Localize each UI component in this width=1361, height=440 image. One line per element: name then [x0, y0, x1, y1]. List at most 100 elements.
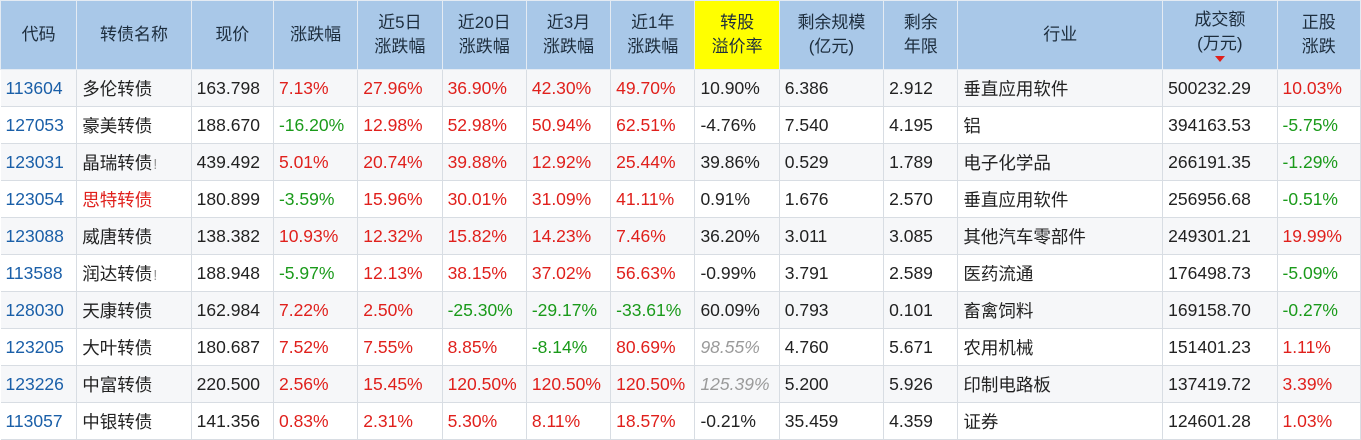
column-header-5[interactable]: 近20日 涨跌幅: [441, 0, 527, 70]
change-5d-cell-text: 12.98%: [363, 114, 423, 135]
premium-cell-text: -0.99%: [700, 262, 756, 283]
bond-code-link[interactable]: 113057: [0, 402, 78, 440]
change-5d-cell-text: 27.96%: [363, 77, 423, 98]
change-1y-cell: 56.63%: [610, 254, 696, 292]
table-row[interactable]: 128030 天康转债 162.984 7.22% 2.50% -25.30% -29.17…: [0, 291, 1361, 329]
stock-change-cell: -1.29%: [1277, 143, 1361, 181]
table-row[interactable]: 123031 晶瑞转债! 439.492 5.01% 20.74% 39.88% 12.92…: [0, 143, 1361, 181]
bond-name[interactable]: 润达转债!: [76, 254, 192, 292]
column-header-9[interactable]: 剩余规模 (亿元): [778, 0, 885, 70]
table-row[interactable]: 113604 多伦转债 163.798 7.13% 27.96% 36.90% 42.30%…: [0, 69, 1361, 107]
bond-code-link[interactable]: 123205: [0, 328, 78, 366]
bond-name-text[interactable]: 威唐转债: [82, 226, 153, 247]
bond-code-link-text[interactable]: 123226: [5, 373, 64, 394]
column-header-10[interactable]: 剩余 年限: [883, 0, 959, 70]
bond-name[interactable]: 晶瑞转债!: [76, 143, 192, 181]
price-cell: 163.798: [191, 69, 274, 107]
table-row[interactable]: 127053 豪美转债 188.670 -16.20% 12.98% 52.98% 50.9…: [0, 106, 1361, 144]
price-cell: 141.356: [191, 402, 274, 440]
bond-name-text[interactable]: 润达转债: [82, 263, 153, 284]
bond-name[interactable]: 大叶转债: [76, 328, 192, 366]
bond-code-link[interactable]: 123054: [0, 180, 78, 218]
bond-code-link-text[interactable]: 127053: [5, 114, 64, 135]
bond-code-link-text[interactable]: 113604: [5, 77, 63, 98]
table-row[interactable]: 123088 威唐转债 138.382 10.93% 12.32% 15.82% 14.23…: [0, 217, 1361, 255]
column-header-13[interactable]: 正股 涨跌: [1276, 0, 1361, 70]
bond-code-link-text[interactable]: 113057: [5, 410, 63, 431]
bond-name-text[interactable]: 大叶转债: [82, 337, 153, 358]
bond-code-link-text[interactable]: 123031: [5, 151, 64, 172]
column-header-0[interactable]: 代码: [0, 0, 78, 70]
stock-change-cell-text: 3.39%: [1282, 373, 1333, 394]
change-cell: 7.22%: [273, 291, 359, 329]
change-1y-cell: 80.69%: [610, 328, 696, 366]
bond-name[interactable]: 天康转债: [76, 291, 192, 329]
column-header-1[interactable]: 转债名称: [76, 0, 192, 70]
column-header-label: 溢价率: [711, 37, 763, 56]
table-row[interactable]: 123205 大叶转债 180.687 7.52% 7.55% 8.85% -8.14% 80…: [0, 328, 1361, 366]
industry-cell: 其他汽车零部件: [957, 217, 1164, 255]
bond-code-link[interactable]: 128030: [0, 291, 78, 329]
bond-code-link-text[interactable]: 123054: [5, 188, 64, 209]
remaining-scale-cell: 0.529: [779, 143, 885, 181]
column-header-7[interactable]: 近1年 涨跌幅: [610, 0, 696, 70]
change-3m-cell: 42.30%: [526, 69, 612, 107]
bond-code-link-text[interactable]: 123205: [5, 336, 64, 357]
column-header-11[interactable]: 行业: [957, 0, 1164, 70]
bond-code-link[interactable]: 113604: [0, 69, 78, 107]
premium-cell-text: 98.55%: [700, 336, 760, 357]
turnover-cell-text: 176498.73: [1168, 262, 1251, 283]
column-header-6[interactable]: 近3月 涨跌幅: [525, 0, 612, 70]
change-cell-text: 0.83%: [278, 410, 329, 431]
bond-name-text[interactable]: 多伦转债: [82, 78, 153, 99]
change-cell-text: 7.52%: [278, 336, 329, 357]
table-row[interactable]: 123226 中富转债 220.500 2.56% 15.45% 120.50% 120.5…: [0, 365, 1361, 403]
bond-name-text[interactable]: 思特转债: [82, 189, 153, 210]
column-header-label: 正股: [1301, 13, 1336, 32]
change-5d-cell: 7.55%: [357, 328, 443, 366]
bond-name-text[interactable]: 豪美转债: [82, 115, 153, 136]
bond-name-text[interactable]: 中银转债: [82, 411, 153, 432]
sort-desc-icon[interactable]: [1214, 56, 1225, 62]
bond-code-link[interactable]: 127053: [0, 106, 78, 144]
change-cell-text: 5.01%: [278, 151, 329, 172]
column-header-12[interactable]: 成交额 (万元): [1162, 0, 1278, 70]
bond-code-link-text[interactable]: 128030: [5, 299, 64, 320]
table-row[interactable]: 113057 中银转债 141.356 0.83% 2.31% 5.30% 8.11% 18.…: [0, 402, 1361, 440]
premium-cell-text: 39.86%: [700, 151, 760, 172]
bond-name[interactable]: 思特转债: [76, 180, 192, 218]
change-cell-text: 7.13%: [278, 77, 329, 98]
remaining-years-cell: 3.085: [883, 217, 959, 255]
change-cell: -5.97%: [273, 254, 359, 292]
bond-name[interactable]: 多伦转债: [76, 69, 192, 107]
turnover-cell: 256956.68: [1162, 180, 1278, 218]
bond-code-link[interactable]: 123088: [0, 217, 78, 255]
bond-name-text[interactable]: 晶瑞转债: [82, 152, 153, 173]
industry-cell-text: 印制电路板: [963, 374, 1051, 395]
remaining-years-cell-text: 0.101: [889, 299, 933, 320]
bond-name-text[interactable]: 天康转债: [82, 300, 153, 321]
bond-name[interactable]: 中银转债: [76, 402, 192, 440]
bond-name[interactable]: 豪美转债: [76, 106, 192, 144]
table-row[interactable]: 123054 思特转债 180.899 -3.59% 15.96% 30.01% 31.09…: [0, 180, 1361, 218]
column-header-3[interactable]: 涨跌幅: [272, 0, 359, 70]
column-header-4[interactable]: 近5日 涨跌幅: [357, 0, 443, 70]
bond-code-link-text[interactable]: 113588: [5, 262, 63, 283]
bond-name-text[interactable]: 中富转债: [82, 374, 153, 395]
column-header-label: (万元): [1197, 34, 1243, 53]
bond-code-link[interactable]: 113588: [0, 254, 78, 292]
bond-code-link[interactable]: 123226: [0, 365, 78, 403]
stock-change-cell: -5.75%: [1277, 106, 1361, 144]
bond-code-link-text[interactable]: 123088: [5, 225, 64, 246]
bond-code-link[interactable]: 123031: [0, 143, 78, 181]
bond-name[interactable]: 中富转债: [76, 365, 192, 403]
table-row[interactable]: 113588 润达转债! 188.948 -5.97% 12.13% 38.15% 37.0…: [0, 254, 1361, 292]
industry-cell: 铝: [957, 106, 1164, 144]
change-20d-cell-text: 8.85%: [447, 336, 498, 357]
column-header-8[interactable]: 转股 溢价率: [694, 0, 780, 70]
change-1y-cell: 120.50%: [610, 365, 696, 403]
bond-name[interactable]: 威唐转债: [76, 217, 192, 255]
remaining-scale-cell: 7.540: [779, 106, 885, 144]
column-header-2[interactable]: 现价: [190, 0, 274, 70]
remaining-scale-cell-text: 0.793: [784, 299, 829, 320]
